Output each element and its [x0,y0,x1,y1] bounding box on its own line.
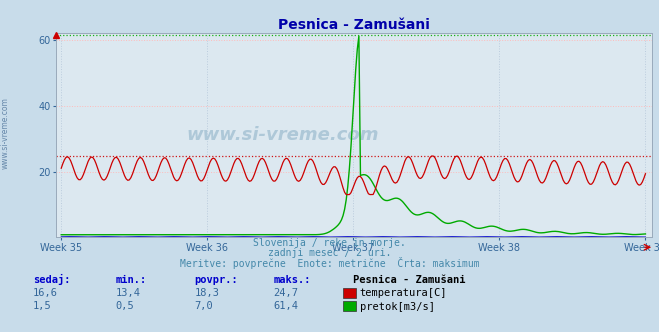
Text: pretok[m3/s]: pretok[m3/s] [360,302,435,312]
Title: Pesnica - Zamušani: Pesnica - Zamušani [278,18,430,32]
Text: 24,7: 24,7 [273,288,299,298]
Text: www.si-vreme.com: www.si-vreme.com [186,126,379,144]
Text: 7,0: 7,0 [194,301,213,311]
Text: temperatura[C]: temperatura[C] [360,289,447,298]
Text: min.:: min.: [115,275,146,285]
Text: Meritve: povprečne  Enote: metrične  Črta: maksimum: Meritve: povprečne Enote: metrične Črta:… [180,257,479,269]
Text: Slovenija / reke in morje.: Slovenija / reke in morje. [253,238,406,248]
Text: 1,5: 1,5 [33,301,51,311]
Text: maks.:: maks.: [273,275,311,285]
Text: 18,3: 18,3 [194,288,219,298]
Text: povpr.:: povpr.: [194,275,238,285]
Text: 13,4: 13,4 [115,288,140,298]
Text: sedaj:: sedaj: [33,274,71,285]
Text: 16,6: 16,6 [33,288,58,298]
Text: 61,4: 61,4 [273,301,299,311]
Text: Pesnica - Zamušani: Pesnica - Zamušani [353,275,465,285]
Text: www.si-vreme.com: www.si-vreme.com [1,97,10,169]
Text: 0,5: 0,5 [115,301,134,311]
Text: zadnji mesec / 2 uri.: zadnji mesec / 2 uri. [268,248,391,258]
